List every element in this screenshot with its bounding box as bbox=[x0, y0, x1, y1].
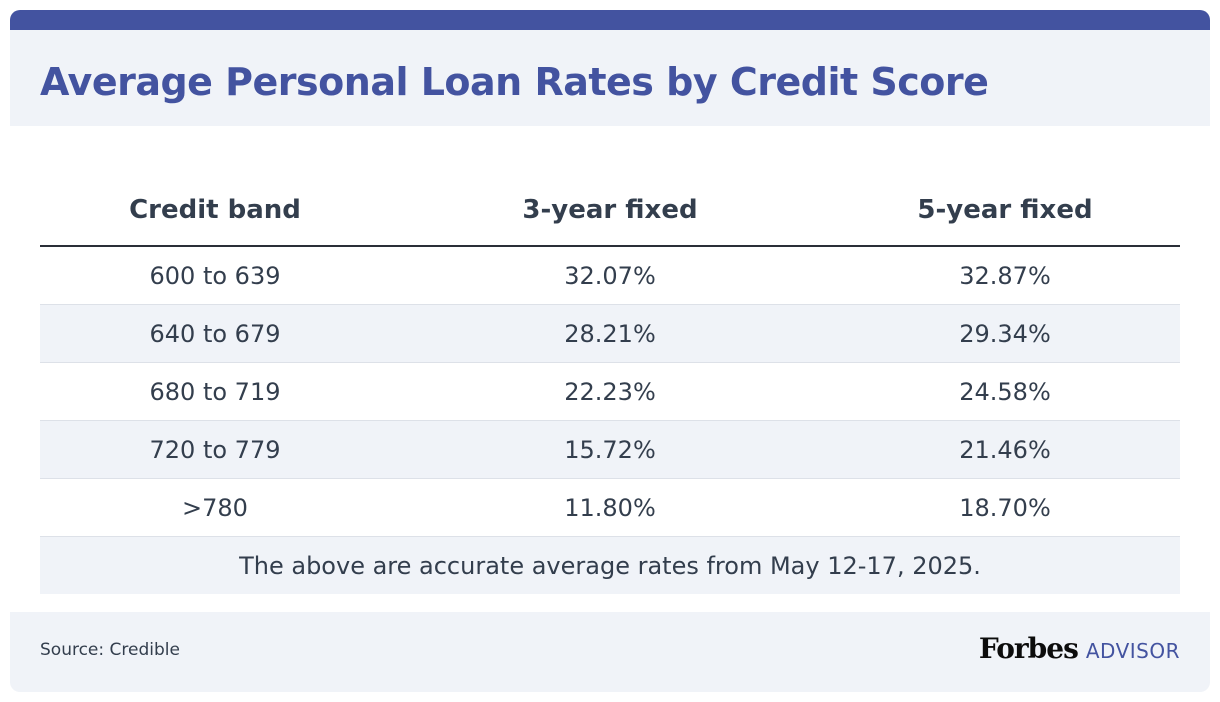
cell-3-year-rate: 32.07% bbox=[390, 246, 830, 305]
cell-5-year-rate: 21.46% bbox=[830, 420, 1180, 479]
logo-suffix: ADVISOR bbox=[1085, 639, 1180, 663]
cell-credit-band: 640 to 679 bbox=[40, 304, 390, 363]
cell-credit-band: >780 bbox=[40, 478, 390, 537]
source-label: Source: Credible bbox=[40, 640, 180, 660]
rates-card: Average Personal Loan Rates by Credit Sc… bbox=[10, 10, 1210, 692]
title-header: Average Personal Loan Rates by Credit Sc… bbox=[10, 30, 1210, 126]
rates-table: Credit band 3-year fixed 5-year fixed 60… bbox=[40, 175, 1180, 594]
rates-table-wrapper: Credit band 3-year fixed 5-year fixed 60… bbox=[40, 175, 1180, 594]
cell-credit-band: 680 to 719 bbox=[40, 362, 390, 421]
table-row: 720 to 779 15.72% 21.46% bbox=[40, 420, 1180, 479]
column-header-3-year-fixed: 3-year fixed bbox=[390, 175, 830, 247]
footer: Source: Credible Forbes ADVISOR bbox=[10, 612, 1210, 692]
column-header-credit-band: Credit band bbox=[40, 175, 390, 247]
cell-5-year-rate: 32.87% bbox=[830, 246, 1180, 305]
table-note-row: The above are accurate average rates fro… bbox=[40, 536, 1180, 594]
forbes-advisor-logo: Forbes ADVISOR bbox=[979, 632, 1180, 665]
table-header-row: Credit band 3-year fixed 5-year fixed bbox=[40, 175, 1180, 247]
accent-bar bbox=[10, 10, 1210, 30]
cell-5-year-rate: 24.58% bbox=[830, 362, 1180, 421]
logo-wordmark: Forbes bbox=[978, 632, 1079, 665]
cell-3-year-rate: 11.80% bbox=[390, 478, 830, 537]
table-note: The above are accurate average rates fro… bbox=[40, 536, 1180, 594]
cell-3-year-rate: 15.72% bbox=[390, 420, 830, 479]
table-row: 640 to 679 28.21% 29.34% bbox=[40, 304, 1180, 363]
column-header-5-year-fixed: 5-year fixed bbox=[830, 175, 1180, 247]
table-row: >780 11.80% 18.70% bbox=[40, 478, 1180, 537]
cell-credit-band: 600 to 639 bbox=[40, 246, 390, 305]
cell-3-year-rate: 28.21% bbox=[390, 304, 830, 363]
page-title: Average Personal Loan Rates by Credit Sc… bbox=[40, 60, 989, 104]
table-row: 600 to 639 32.07% 32.87% bbox=[40, 246, 1180, 305]
cell-5-year-rate: 18.70% bbox=[830, 478, 1180, 537]
cell-3-year-rate: 22.23% bbox=[390, 362, 830, 421]
cell-5-year-rate: 29.34% bbox=[830, 304, 1180, 363]
table-row: 680 to 719 22.23% 24.58% bbox=[40, 362, 1180, 421]
cell-credit-band: 720 to 779 bbox=[40, 420, 390, 479]
